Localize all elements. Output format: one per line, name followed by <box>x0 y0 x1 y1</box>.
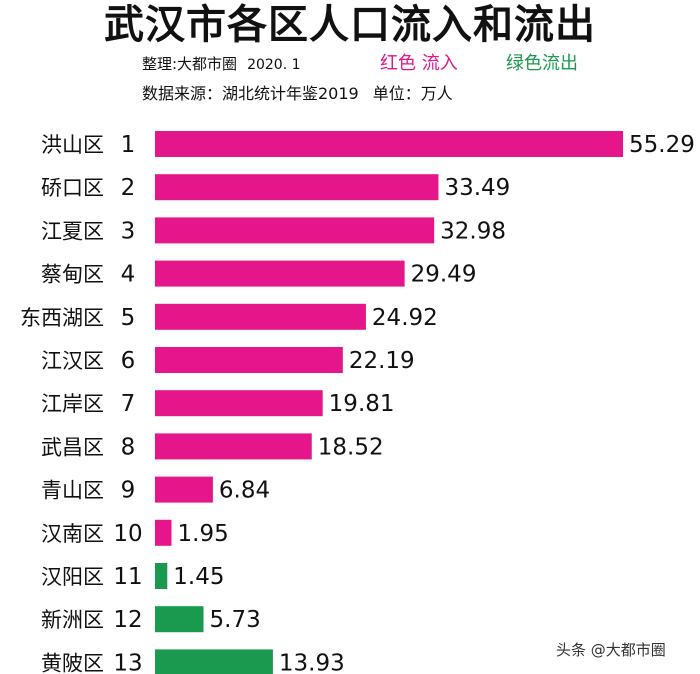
watermark: 头条 @大都市圈 <box>556 641 666 659</box>
rank-label: 13 <box>113 650 142 674</box>
category-label: 江岸区 <box>41 392 104 416</box>
bar <box>155 390 323 417</box>
rank-label: 8 <box>121 434 136 460</box>
bar <box>155 649 273 674</box>
rank-label: 6 <box>121 348 136 374</box>
value-label: 22.19 <box>349 348 415 374</box>
value-label: 19.81 <box>329 391 395 417</box>
category-label: 蔡甸区 <box>41 263 104 287</box>
value-label: 24.92 <box>372 305 438 331</box>
rank-label: 4 <box>121 262 136 288</box>
credit-text: 整理:大都市圈 <box>142 55 238 73</box>
rank-label: 9 <box>121 478 136 504</box>
category-label: 江汉区 <box>41 349 104 373</box>
rank-label: 3 <box>121 218 136 244</box>
bar <box>155 606 204 633</box>
bar <box>155 217 435 244</box>
value-label: 13.93 <box>279 650 345 674</box>
rank-label: 12 <box>113 607 142 633</box>
category-label: 武昌区 <box>41 435 104 459</box>
rank-label: 1 <box>121 132 136 158</box>
bar <box>155 433 312 460</box>
category-label: 硚口区 <box>41 176 104 200</box>
value-label: 6.84 <box>219 478 270 504</box>
bar <box>155 260 405 287</box>
legend-inflow: 红色 流入 <box>380 53 458 74</box>
category-label: 黄陂区 <box>41 651 104 674</box>
chart-title: 武汉市各区人口流入和流出 <box>104 2 596 48</box>
bar <box>155 476 213 503</box>
value-label: 33.49 <box>444 175 510 201</box>
legend-outflow: 绿色流出 <box>506 53 578 74</box>
value-label: 55.29 <box>629 132 695 158</box>
bar <box>155 174 439 201</box>
category-label: 江夏区 <box>41 219 104 243</box>
credit-line: 整理:大都市圈 2020. 1 <box>142 53 301 76</box>
category-label: 洪山区 <box>41 133 104 157</box>
bar <box>155 131 623 157</box>
category-label: 新洲区 <box>41 608 104 632</box>
rank-label: 11 <box>113 564 142 590</box>
rank-label: 2 <box>121 175 136 201</box>
bar <box>155 347 343 373</box>
category-label: 东西湖区 <box>20 306 104 330</box>
source-text: 数据来源：湖北统计年鉴2019 <box>142 84 359 103</box>
category-label: 汉南区 <box>41 522 104 546</box>
bar <box>155 303 366 330</box>
value-label: 1.45 <box>173 564 224 590</box>
rank-label: 10 <box>113 521 142 547</box>
source-line: 数据来源：湖北统计年鉴2019 单位：万人 <box>142 83 453 105</box>
unit-text: 单位：万人 <box>372 84 453 103</box>
category-label: 汉阳区 <box>41 565 104 589</box>
value-label: 1.95 <box>178 521 229 547</box>
date-text: 2020. 1 <box>247 57 301 73</box>
value-label: 18.52 <box>318 434 384 460</box>
value-label: 32.98 <box>440 218 506 244</box>
bar <box>155 563 168 589</box>
subtitle-row: 整理:大都市圈 2020. 1 红色 流入 绿色流出 <box>0 53 700 75</box>
rank-label: 7 <box>121 391 136 417</box>
value-label: 5.73 <box>210 607 261 633</box>
value-label: 29.49 <box>411 262 477 288</box>
category-label: 青山区 <box>41 479 104 503</box>
bar <box>155 519 172 546</box>
rank-label: 5 <box>121 305 136 331</box>
